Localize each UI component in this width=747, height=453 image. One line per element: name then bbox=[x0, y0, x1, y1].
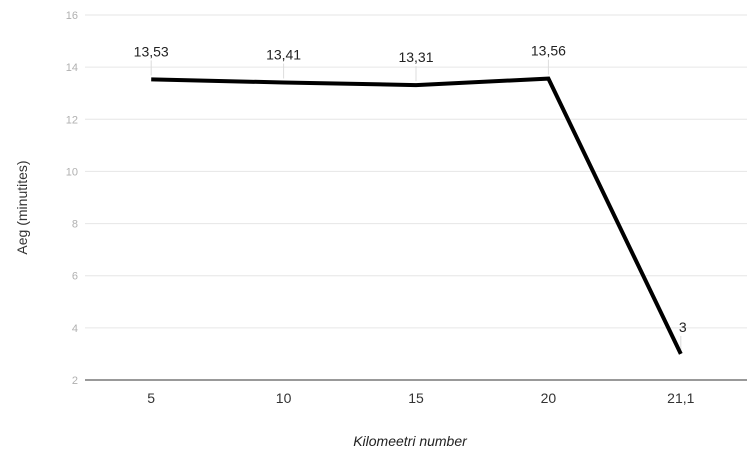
data-label: 13,31 bbox=[398, 49, 433, 65]
label-leaders bbox=[150, 59, 682, 350]
y-axis-title: Aeg (minutites) bbox=[14, 160, 30, 254]
x-tick-label: 21,1 bbox=[667, 390, 694, 406]
x-tick-label: 5 bbox=[147, 390, 155, 406]
data-labels: 13,53 13,41 13,31 13,56 3 bbox=[134, 43, 687, 335]
y-tick-label: 8 bbox=[72, 219, 78, 231]
x-axis-title: Kilomeetri number bbox=[353, 433, 468, 449]
series-line bbox=[151, 76, 683, 355]
y-tick-label: 2 bbox=[72, 375, 78, 387]
data-label: 13,53 bbox=[134, 43, 169, 59]
y-tick-label: 4 bbox=[72, 323, 78, 335]
x-tick-label: 10 bbox=[276, 390, 292, 406]
y-axis-ticks: 2 4 6 8 10 12 14 16 bbox=[66, 10, 78, 387]
data-label: 13,56 bbox=[531, 43, 566, 59]
x-tick-label: 15 bbox=[408, 390, 424, 406]
y-tick-label: 12 bbox=[66, 114, 78, 126]
data-label: 13,41 bbox=[266, 47, 301, 63]
y-tick-label: 6 bbox=[72, 271, 78, 283]
y-tick-label: 14 bbox=[66, 62, 78, 74]
y-tick-label: 16 bbox=[66, 10, 78, 22]
x-axis-ticks: 5 10 15 20 21,1 bbox=[147, 390, 694, 406]
data-label: 3 bbox=[679, 319, 687, 335]
x-tick-label: 20 bbox=[541, 390, 557, 406]
y-tick-label: 10 bbox=[66, 166, 78, 178]
